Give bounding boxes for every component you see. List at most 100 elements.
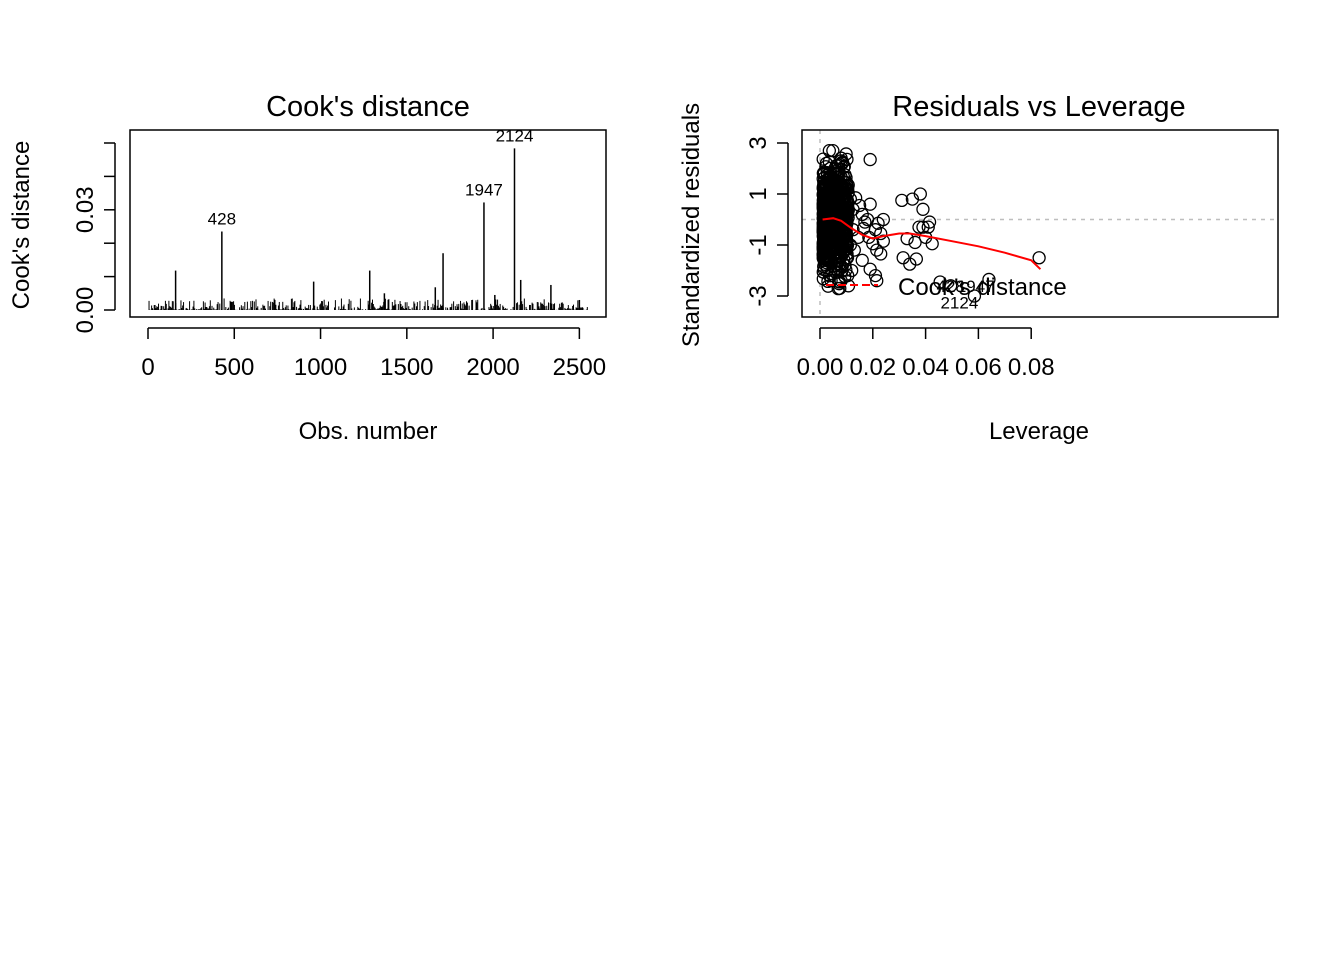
rvl-point xyxy=(839,147,853,161)
rvl-point xyxy=(916,220,930,234)
cooks-y-tick-label: 0.03 xyxy=(72,186,99,233)
rvl-smoother xyxy=(822,217,1042,270)
rvl-point xyxy=(841,182,855,196)
rvl-point xyxy=(855,253,869,267)
rvl-point xyxy=(843,238,858,252)
rvl-point xyxy=(833,281,847,296)
rvl-point xyxy=(870,274,884,288)
cooks-x-axis: 0 500 1000 1500 2000 2500 xyxy=(141,327,606,381)
rvl-point xyxy=(819,231,834,245)
rvl-point xyxy=(834,154,848,168)
rvl-point xyxy=(843,192,858,206)
rvl-point xyxy=(825,209,839,224)
rvl-y-tick-label: -1 xyxy=(745,234,772,255)
rvl-point xyxy=(819,196,833,211)
rvl-x-tick-label: 0.08 xyxy=(1008,354,1055,381)
rvl-point xyxy=(909,252,924,266)
cooks-point-labels: 428 1947 2124 xyxy=(208,126,534,228)
rvl-point xyxy=(834,274,848,288)
rvl-point xyxy=(874,247,888,261)
rvl-point xyxy=(870,243,884,257)
cooks-x-tick-label: 1000 xyxy=(294,354,347,381)
rvl-point xyxy=(896,251,910,265)
rvl-point xyxy=(908,235,922,250)
cooks-title: Cook's distance xyxy=(266,91,470,123)
rvl-point xyxy=(837,160,851,174)
rvl-title: Residuals vs Leverage xyxy=(892,91,1185,123)
rvl-dense-cluster xyxy=(816,143,855,296)
rvl-point xyxy=(846,223,860,237)
rvl-x-tick-label: 0.02 xyxy=(849,354,896,381)
rvl-point xyxy=(913,187,927,201)
rvl-point xyxy=(1032,251,1046,265)
cooks-obs-label: 428 xyxy=(208,210,236,229)
rvl-point xyxy=(863,152,877,167)
rvl-point xyxy=(868,268,883,283)
rvl-point xyxy=(858,215,872,229)
rvl-point xyxy=(820,224,834,239)
rvl-point xyxy=(831,253,845,268)
rvl-point xyxy=(982,272,996,287)
rvl-y-tick-label: -3 xyxy=(745,285,772,306)
rvl-point xyxy=(837,229,851,243)
rvl-plot-box xyxy=(801,129,1279,318)
rvl-point xyxy=(916,202,930,216)
cooks-y-label: Cook's distance xyxy=(8,141,35,310)
cooks-obs-label: 1947 xyxy=(465,180,503,199)
rvl-point xyxy=(826,198,841,213)
rvl-point xyxy=(841,186,855,200)
rvl-point xyxy=(819,189,833,204)
rvl-point xyxy=(912,220,926,234)
rvl-point xyxy=(817,199,831,214)
rvl-point xyxy=(841,268,855,283)
rvl-point xyxy=(816,272,830,286)
rvl-point xyxy=(922,215,937,229)
rvl-point xyxy=(967,289,982,303)
cooks-y-tick-label: 0.00 xyxy=(72,287,99,334)
rvl-point xyxy=(876,212,891,227)
rvl-point xyxy=(921,220,935,234)
cooks-distance-panel: Cook's distance 0 500 1000 1500 2000 2500 0.0… xyxy=(8,91,607,445)
cooks-plot-box xyxy=(129,129,607,318)
rvl-smoother-group xyxy=(822,217,1042,270)
rvl-point xyxy=(816,152,830,166)
rvl-point xyxy=(829,175,844,190)
rvl-point xyxy=(822,269,837,283)
cooks-x-tick-label: 1500 xyxy=(380,354,433,381)
cooks-x-tick-label: 2500 xyxy=(553,354,606,381)
rvl-point xyxy=(846,202,860,216)
cooks-x-tick-label: 500 xyxy=(214,354,254,381)
cooks-bars xyxy=(148,148,588,310)
rvl-y-axis: 3 1 -1 -3 xyxy=(745,136,789,307)
rvl-legend: Cook's distance xyxy=(826,274,1067,301)
cooks-x-tick-label: 0 xyxy=(141,354,154,381)
rvl-x-label: Leverage xyxy=(989,418,1089,445)
rvl-x-tick-label: 0.06 xyxy=(955,354,1002,381)
rvl-point xyxy=(817,167,831,181)
rvl-x-tick-label: 0.00 xyxy=(797,354,844,381)
rvl-y-label: Standardized residuals xyxy=(678,103,705,347)
cooks-x-label: Obs. number xyxy=(299,418,438,445)
rvl-point xyxy=(944,279,958,293)
rvl-obs-label: 428 xyxy=(936,277,964,296)
rvl-point xyxy=(826,143,840,158)
rvl-point xyxy=(863,197,877,211)
rvl-point xyxy=(838,258,852,273)
rvl-point xyxy=(852,198,867,213)
rvl-obs-label: 2124 xyxy=(940,293,978,312)
cooks-x-tick-label: 2000 xyxy=(466,354,519,381)
rvl-point xyxy=(895,193,909,208)
cooks-y-axis: 0.00 0.03 xyxy=(72,142,116,334)
rvl-point xyxy=(827,227,841,241)
residuals-leverage-panel: Residuals vs Leverage Cook's distance 42… xyxy=(678,91,1279,445)
rvl-x-tick-label: 0.04 xyxy=(902,354,949,381)
rvl-y-tick-label: 1 xyxy=(745,187,772,200)
cooks-legend-label: Cook's distance xyxy=(898,274,1067,301)
rvl-point xyxy=(822,143,837,158)
rvl-x-axis: 0.00 0.02 0.04 0.06 0.08 xyxy=(797,327,1055,381)
rvl-y-tick-label: 3 xyxy=(745,136,772,149)
rvl-obs-label: 1947 xyxy=(957,277,995,296)
